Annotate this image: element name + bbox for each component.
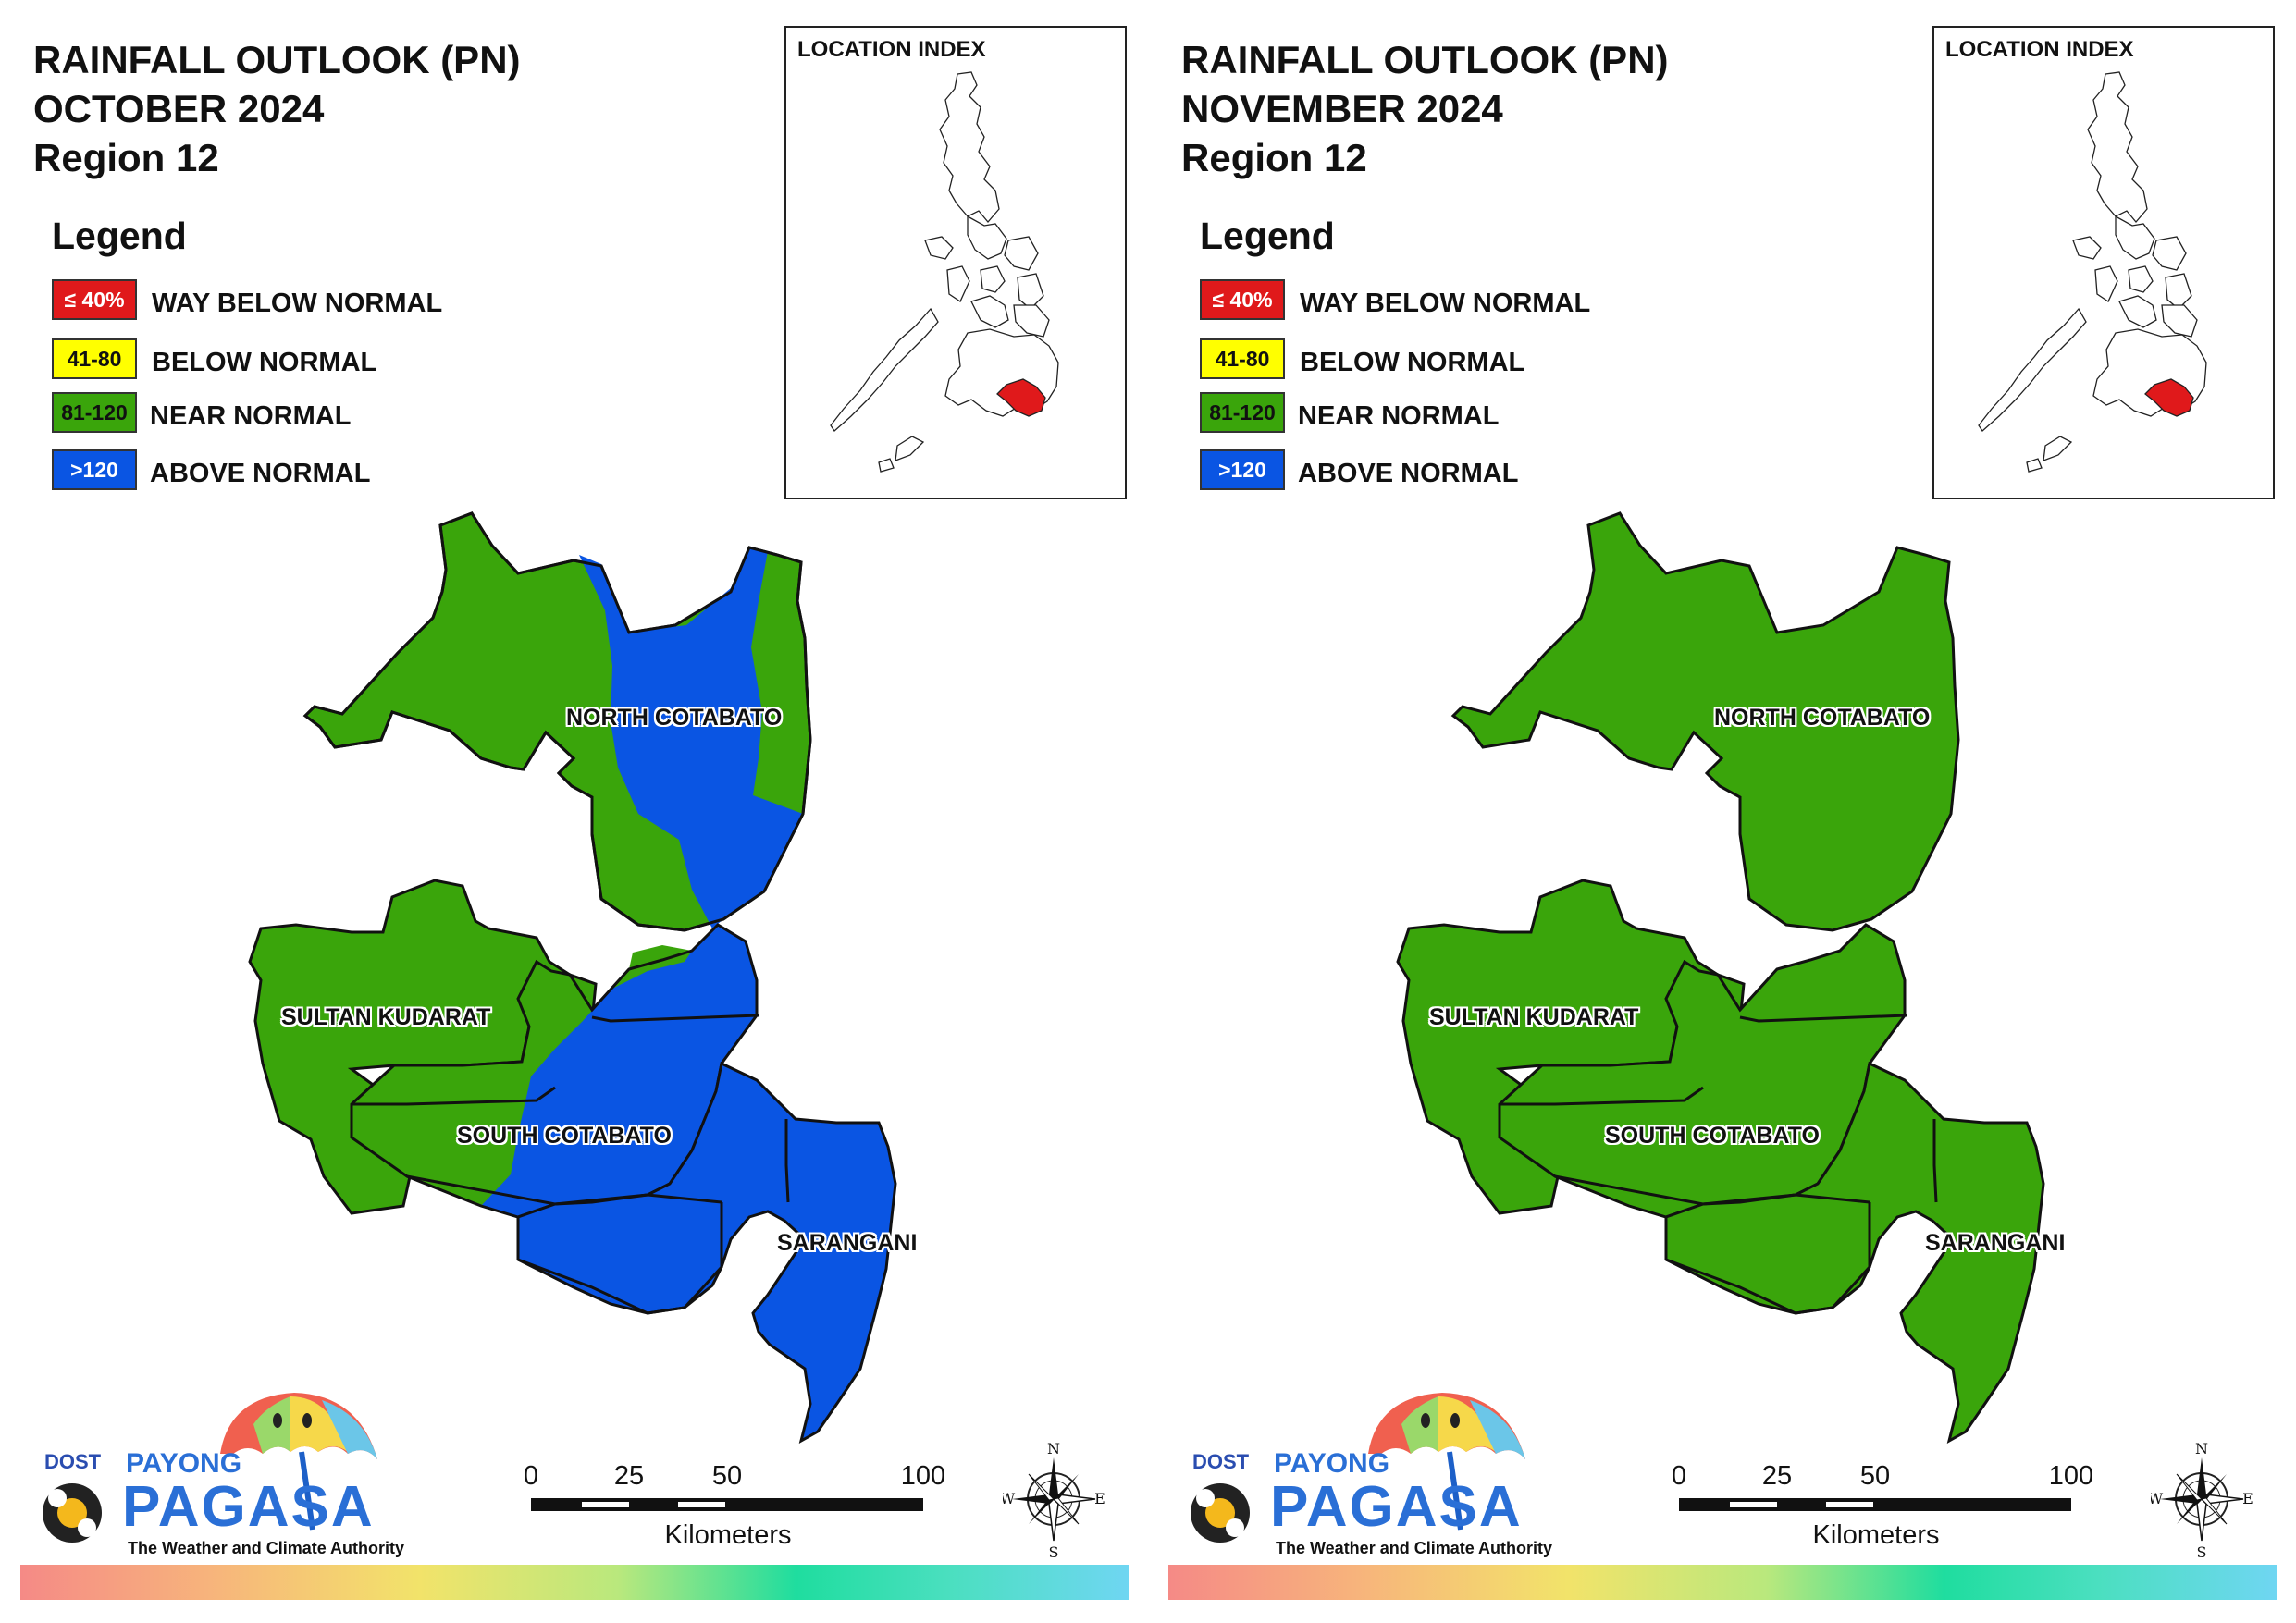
map-title: RAINFALL OUTLOOK (PN) OCTOBER 2024 Regio… (33, 35, 521, 182)
scale-bar: 0 25 50 100 Kilometers (1672, 1461, 2093, 1550)
logo-tagline: The Weather and Climate Authority (128, 1539, 405, 1557)
payong-pagasa-logo: DOST PAYONG PAGASA The Weather and Clima… (35, 1387, 404, 1563)
title-line-3: Region 12 (33, 136, 219, 179)
legend-swatch: 41-80 (52, 338, 137, 379)
dost-seal-icon (43, 1483, 102, 1543)
compass-w: W (1003, 1490, 1016, 1507)
outlook-panel-october: RAINFALL OUTLOOK (PN) OCTOBER 2024 Regio… (20, 26, 1129, 1600)
legend-label: NEAR NORMAL (1298, 401, 1500, 431)
compass-rose-icon: N S E W (1000, 1439, 1105, 1561)
legend-label: WAY BELOW NORMAL (152, 289, 443, 318)
province-label-sarangani: SARANGANI (1925, 1230, 2066, 1256)
logo-dost: DOST (1192, 1450, 1250, 1473)
scale-unit: Kilometers (664, 1520, 792, 1550)
legend-label: NEAR NORMAL (150, 401, 352, 431)
region-12-map (248, 511, 897, 1444)
umbrella-icon (1191, 1393, 1525, 1543)
scale-bar-track (531, 1498, 923, 1511)
location-index-inset: LOCATION INDEX (1932, 26, 2275, 499)
legend-label: ABOVE NORMAL (150, 459, 371, 488)
compass-s: S (2197, 1543, 2207, 1559)
logo-payong: PAYONG (126, 1448, 242, 1479)
scale-tick: 25 (1761, 1461, 1793, 1491)
outlook-panel-november: RAINFALL OUTLOOK (PN) NOVEMBER 2024 Regi… (1148, 0, 2296, 1623)
title-line-3: Region 12 (1181, 136, 1367, 179)
legend-label: ABOVE NORMAL (1298, 459, 1519, 488)
legend-label: BELOW NORMAL (1300, 348, 1525, 377)
legend-swatch: ≤ 40% (52, 279, 137, 320)
philippines-outline-map (830, 71, 1059, 473)
inset-title: LOCATION INDEX (797, 37, 986, 62)
legend-swatch: 81-120 (1200, 392, 1285, 433)
title-line-2: NOVEMBER 2024 (1181, 87, 1503, 130)
footer-color-band (20, 1565, 1129, 1600)
compass-e: E (2242, 1490, 2253, 1507)
title-line-2: OCTOBER 2024 (33, 87, 325, 130)
legend-title: Legend (52, 215, 187, 257)
footer-color-band (1168, 1565, 2277, 1600)
province-label-sultan-kudarat: SULTAN KUDARAT (281, 1004, 491, 1030)
legend-swatch: >120 (1200, 449, 1285, 490)
scale-tick: 25 (613, 1461, 645, 1491)
title-line-1: RAINFALL OUTLOOK (PN) (33, 38, 521, 81)
payong-pagasa-logo: DOST PAYONG PAGASA The Weather and Clima… (1183, 1387, 1552, 1563)
philippines-outline-map (1978, 71, 2207, 473)
province-label-north-cotabato: NORTH COTABATO (566, 705, 783, 731)
compass-n: N (1047, 1440, 1060, 1457)
location-index-inset: LOCATION INDEX (784, 26, 1127, 499)
logo-dost: DOST (44, 1450, 102, 1473)
scale-unit: Kilometers (1812, 1520, 1940, 1550)
legend-label: BELOW NORMAL (152, 348, 377, 377)
dost-seal-icon (1191, 1483, 1250, 1543)
umbrella-icon (43, 1393, 377, 1543)
legend-title: Legend (1200, 215, 1335, 257)
province-label-sultan-kudarat: SULTAN KUDARAT (1429, 1004, 1639, 1030)
region-12-map (1396, 511, 2045, 1444)
province-sarangani (1664, 1061, 2045, 1444)
scale-bar-track (1679, 1498, 2071, 1511)
province-label-sarangani: SARANGANI (777, 1230, 918, 1256)
compass-s: S (1049, 1543, 1059, 1559)
map-title: RAINFALL OUTLOOK (PN) NOVEMBER 2024 Regi… (1181, 35, 1669, 182)
scale-tick: 100 (2048, 1461, 2094, 1491)
province-north-cotabato (1450, 511, 1960, 932)
scale-tick: 50 (1859, 1461, 1891, 1491)
scale-tick: 0 (1671, 1461, 1687, 1491)
legend-swatch: 41-80 (1200, 338, 1285, 379)
scale-tick: 50 (711, 1461, 743, 1491)
scale-tick: 100 (900, 1461, 946, 1491)
logo-pagasa: PAGASA (122, 1475, 375, 1539)
compass-rose-icon: N S E W (2148, 1439, 2253, 1561)
compass-e: E (1094, 1490, 1105, 1507)
logo-tagline: The Weather and Climate Authority (1276, 1539, 1553, 1557)
legend-swatch: ≤ 40% (1200, 279, 1285, 320)
inset-title: LOCATION INDEX (1945, 37, 2134, 62)
province-sarangani (516, 1061, 897, 1444)
province-label-north-cotabato: NORTH COTABATO (1714, 705, 1931, 731)
logo-payong: PAYONG (1274, 1448, 1390, 1479)
compass-n: N (2195, 1440, 2208, 1457)
title-line-1: RAINFALL OUTLOOK (PN) (1181, 38, 1669, 81)
scale-tick: 0 (523, 1461, 539, 1491)
legend-swatch: >120 (52, 449, 137, 490)
province-label-south-cotabato: SOUTH COTABATO (457, 1123, 672, 1149)
compass-w: W (2151, 1490, 2164, 1507)
province-label-south-cotabato: SOUTH COTABATO (1605, 1123, 1820, 1149)
legend-label: WAY BELOW NORMAL (1300, 289, 1591, 318)
legend-swatch: 81-120 (52, 392, 137, 433)
logo-pagasa: PAGASA (1270, 1475, 1523, 1539)
scale-bar: 0 25 50 100 Kilometers (524, 1461, 945, 1550)
